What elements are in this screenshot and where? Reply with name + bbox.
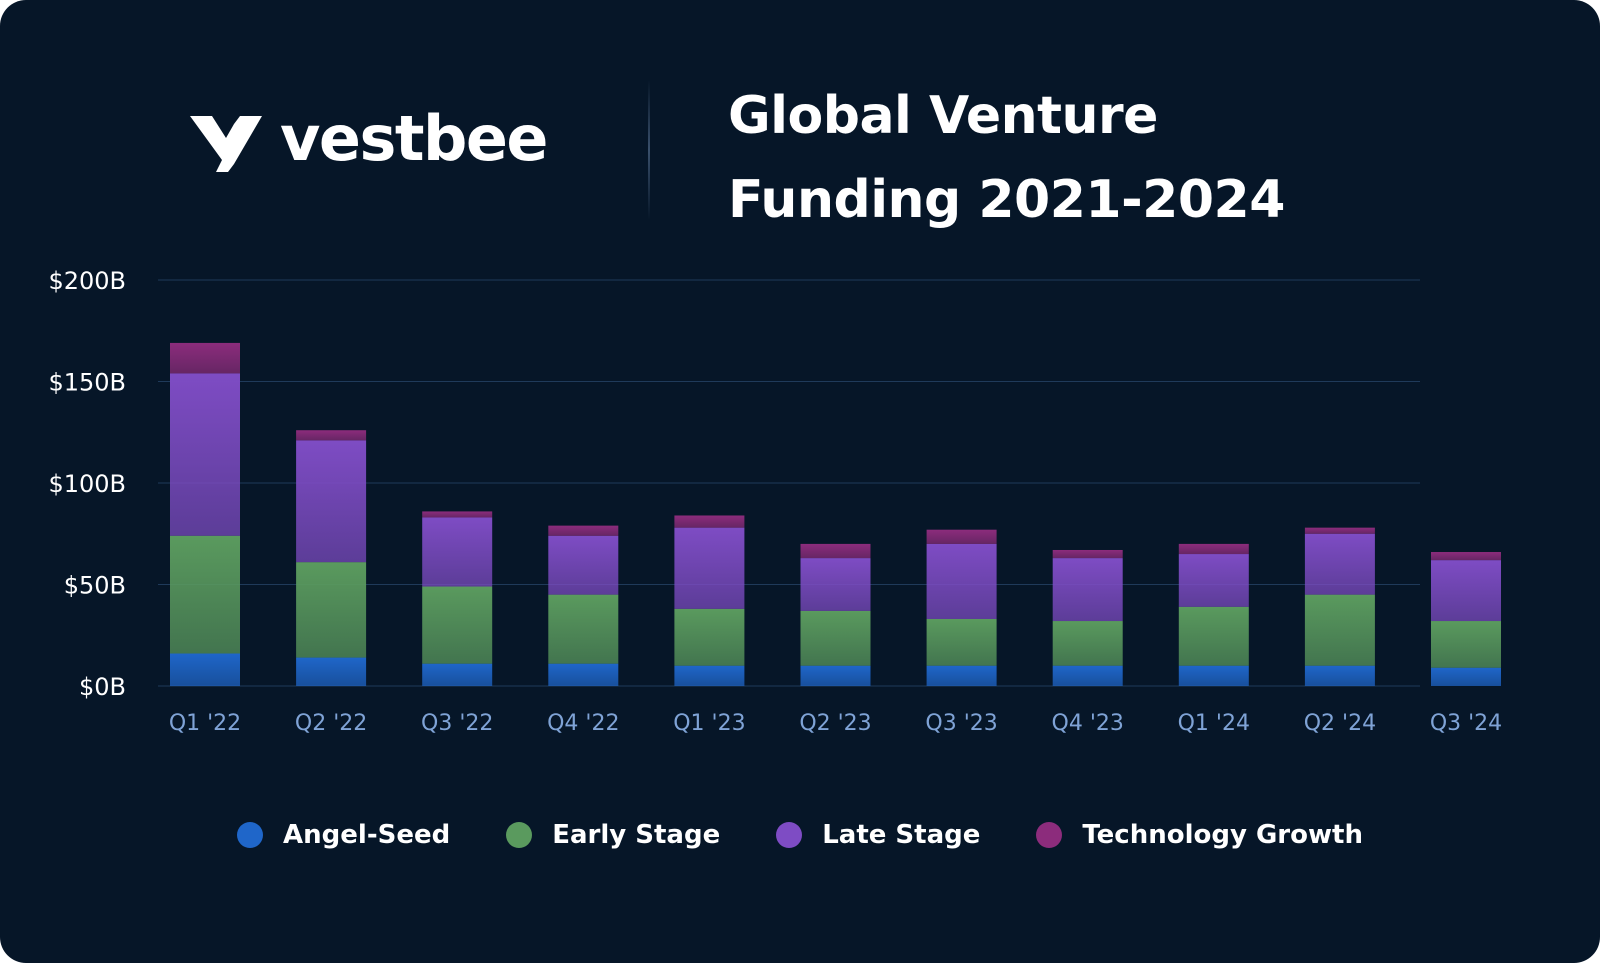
bar-segment-technology-growth [170,342,240,374]
bar-segment-early-stage [1052,621,1123,666]
bar-segment-late-stage [1052,558,1123,622]
bar-segment-early-stage [1431,621,1501,668]
bar-segment-technology-growth [1304,527,1375,534]
bar-segment-angel-seed [1431,667,1501,686]
vestbee-wordmark: vestbee [280,102,549,175]
bar-segment-angel-seed [170,653,240,686]
bar-segment-technology-growth [1431,552,1501,561]
y-tick-label: $50B [64,572,126,600]
bar-segment-angel-seed [800,665,871,686]
y-tick-label: $0B [79,673,126,701]
bar-segment-technology-growth [674,515,745,528]
chart-title-line-1: Global Venture [728,86,1158,146]
legend-item-technology-growth: Technology Growth [1036,820,1363,850]
vestbee-v-icon [190,116,262,172]
bar-segment-technology-growth [296,430,367,441]
legend-item-late-stage: Late Stage [776,820,980,850]
legend-label-late-stage: Late Stage [822,820,981,850]
bar-segment-late-stage [674,527,745,609]
x-tick-label: Q4 '23 [1052,711,1124,736]
bar-segment-late-stage [170,373,240,536]
bar-segment-late-stage [1304,533,1375,595]
bar-segment-early-stage [800,610,871,666]
bar-segment-technology-growth [422,511,493,518]
bar-segment-technology-growth [926,529,997,544]
x-tick-label: Q1 '24 [1178,711,1250,736]
x-tick-label: Q2 '22 [295,711,367,736]
bar-segment-early-stage [1178,606,1249,666]
x-tick-label: Q2 '23 [799,711,871,736]
legend-swatch-late-stage [776,822,803,848]
bar-segment-angel-seed [1052,665,1123,686]
y-tick-label: $100B [48,470,126,498]
chart-legend: Angel-Seed Early Stage Late Stage Techno… [0,820,1600,850]
bar-segment-late-stage [422,517,493,587]
bar-segment-angel-seed [674,665,745,686]
y-tick-label: $150B [48,369,126,397]
bar-segment-early-stage [674,608,745,666]
chart-title-line-2: Funding 2021-2024 [728,170,1285,230]
legend-label-angel-seed: Angel-Seed [283,820,451,850]
legend-swatch-technology-growth [1036,822,1063,848]
bar-segment-technology-growth [1178,543,1249,555]
x-tick-label: Q4 '22 [547,711,619,736]
bar-segment-early-stage [548,594,619,664]
legend-swatch-early-stage [506,822,533,848]
bar-segment-early-stage [170,535,240,654]
bar-segment-early-stage [422,586,493,664]
bar-segment-angel-seed [1304,665,1375,686]
bar-segment-early-stage [1304,594,1375,666]
bar-segment-angel-seed [926,665,997,686]
vestbee-logo: vestbee [190,108,549,172]
legend-label-early-stage: Early Stage [552,820,721,850]
x-tick-label: Q2 '24 [1304,711,1376,736]
x-tick-label: Q1 '23 [673,711,745,736]
bar-segment-angel-seed [296,657,367,686]
bar-segment-late-stage [548,535,619,595]
header-divider [648,80,650,220]
bar-segment-early-stage [926,619,997,666]
x-tick-label: Q3 '24 [1430,711,1502,736]
bar-segment-late-stage [1431,560,1501,622]
bar-segment-late-stage [1178,554,1249,607]
x-tick-label: Q3 '23 [925,711,997,736]
bar-segment-late-stage [800,558,871,611]
legend-item-early-stage: Early Stage [506,820,720,850]
legend-label-technology-growth: Technology Growth [1082,820,1363,850]
x-tick-label: Q1 '22 [169,711,241,736]
bar-segment-late-stage [926,543,997,620]
bar-segment-technology-growth [1052,549,1123,559]
bar-segment-angel-seed [548,663,619,686]
bar-segment-technology-growth [800,543,871,559]
bar-segment-angel-seed [1178,665,1249,686]
bar-segment-late-stage [296,440,367,563]
y-tick-label: $200B [48,267,126,295]
bar-segment-early-stage [296,562,367,658]
chart-title: Global Venture Funding 2021-2024 [728,74,1428,242]
bar-segment-technology-growth [548,525,619,536]
bar-segment-angel-seed [422,663,493,686]
x-tick-label: Q3 '22 [421,711,493,736]
legend-swatch-angel-seed [237,822,264,848]
legend-item-angel-seed: Angel-Seed [237,820,450,850]
